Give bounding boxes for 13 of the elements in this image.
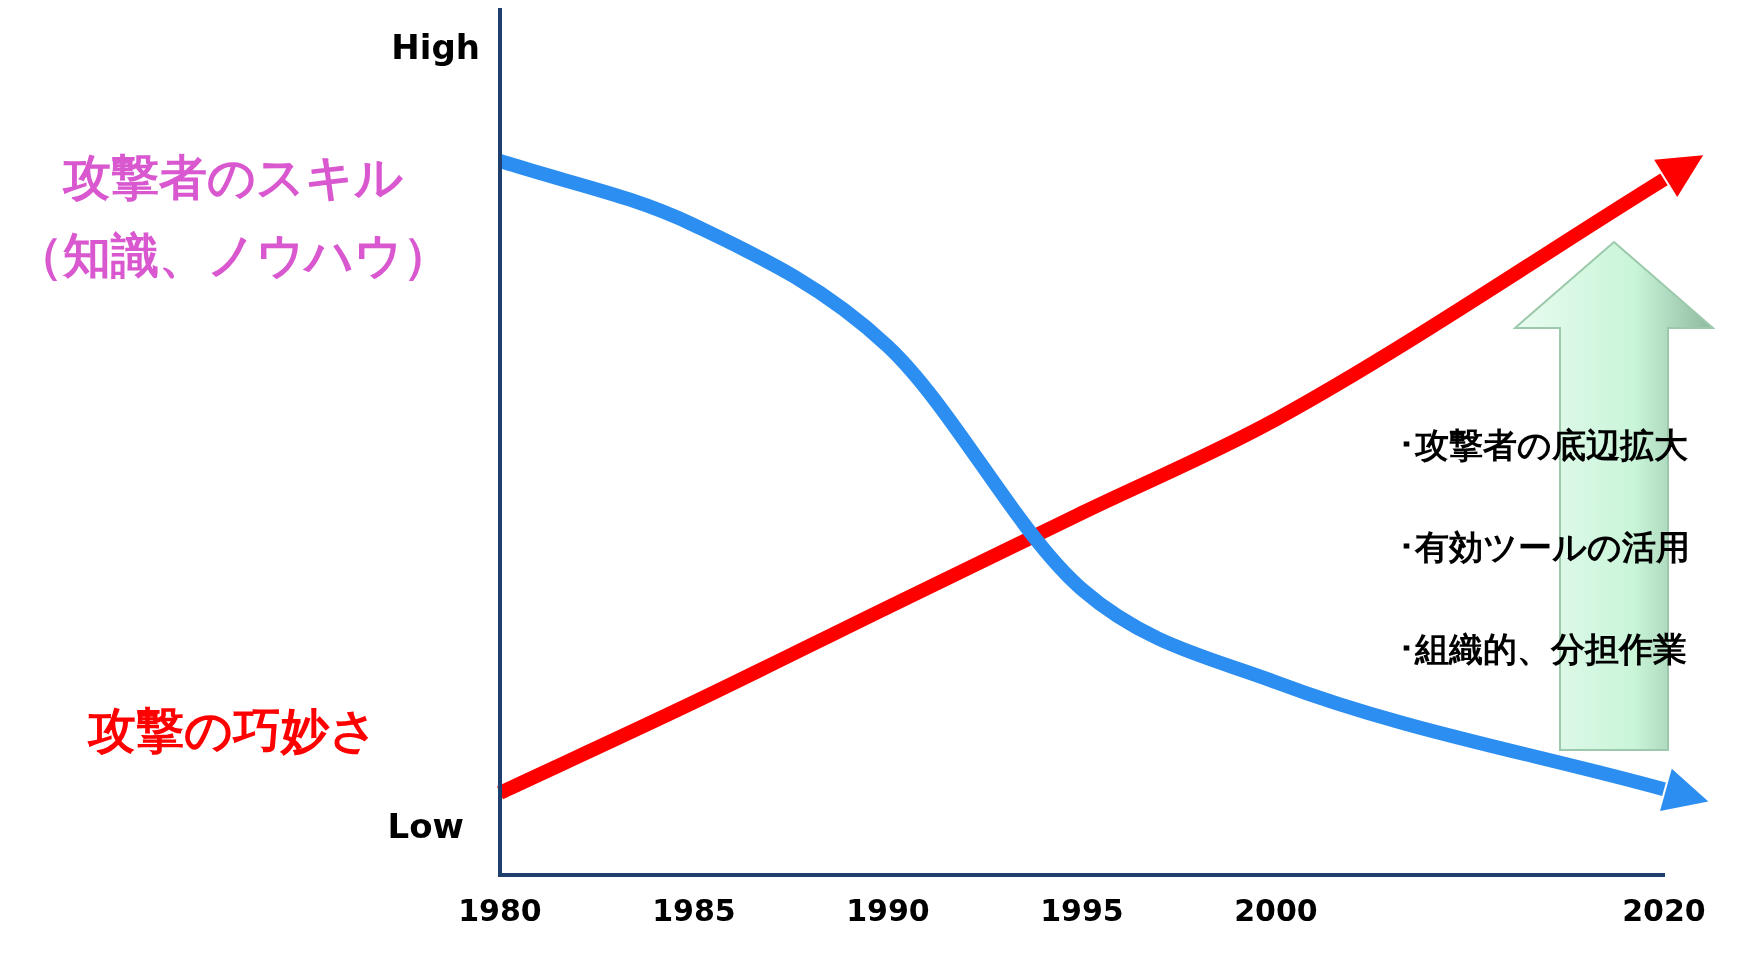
x-tick-label: 1990 [846, 892, 930, 928]
x-tick-label: 1980 [458, 892, 542, 928]
text: Low [387, 805, 464, 846]
annotation: ･攻撃者の底辺拡大 [1398, 424, 1688, 465]
text: High [391, 26, 480, 67]
series-label: 攻撃者のスキル（知識、ノウハウ） [15, 149, 451, 284]
text: 攻撃の巧妙さ [87, 702, 378, 759]
x-tick-label: 2000 [1234, 892, 1318, 928]
annotation: ･有効ツールの活用 [1398, 526, 1690, 567]
x-tick-label: 1995 [1040, 892, 1124, 928]
x-tick-label: 1985 [652, 892, 736, 928]
x-tick-label: 2020 [1622, 892, 1706, 928]
annotation: ･組織的、分担作業 [1398, 628, 1687, 669]
